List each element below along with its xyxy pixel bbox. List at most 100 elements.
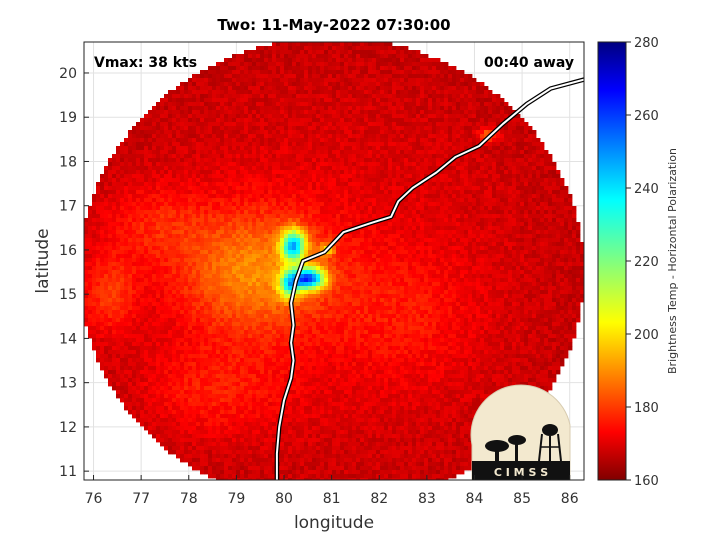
brightness-temp-cell <box>356 62 361 67</box>
brightness-temp-cell <box>296 94 301 99</box>
brightness-temp-cell <box>272 186 277 191</box>
brightness-temp-cell <box>312 206 317 211</box>
brightness-temp-cell <box>348 206 353 211</box>
brightness-temp-cell <box>200 110 205 115</box>
brightness-temp-cell <box>332 170 337 175</box>
brightness-temp-cell <box>368 158 373 163</box>
brightness-temp-cell <box>464 82 469 87</box>
brightness-temp-cell <box>376 74 381 79</box>
brightness-temp-cell <box>184 226 189 231</box>
brightness-temp-cell <box>244 178 249 183</box>
brightness-temp-cell <box>152 182 157 187</box>
brightness-temp-cell <box>440 154 445 159</box>
brightness-temp-cell <box>268 138 273 143</box>
brightness-temp-cell <box>224 170 229 175</box>
brightness-temp-cell <box>484 214 489 219</box>
brightness-temp-cell <box>188 226 193 231</box>
brightness-temp-cell <box>440 126 445 131</box>
brightness-temp-cell <box>336 138 341 143</box>
brightness-temp-cell <box>280 238 285 243</box>
brightness-temp-cell <box>460 98 465 103</box>
brightness-temp-cell <box>380 50 385 55</box>
brightness-temp-cell <box>272 146 277 151</box>
brightness-temp-cell <box>252 170 257 175</box>
brightness-temp-cell <box>204 218 209 223</box>
brightness-temp-cell <box>376 106 381 111</box>
brightness-temp-cell <box>256 202 261 207</box>
brightness-temp-cell <box>364 130 369 135</box>
brightness-temp-cell <box>192 202 197 207</box>
brightness-temp-cell <box>188 198 193 203</box>
brightness-temp-cell <box>512 222 517 227</box>
brightness-temp-cell <box>540 166 545 171</box>
brightness-temp-cell <box>560 202 565 207</box>
brightness-temp-cell <box>480 222 485 227</box>
brightness-temp-cell <box>184 98 189 103</box>
brightness-temp-cell <box>296 58 301 63</box>
brightness-temp-cell <box>268 206 273 211</box>
brightness-temp-cell <box>328 42 333 47</box>
brightness-temp-cell <box>124 242 129 247</box>
brightness-temp-cell <box>184 178 189 183</box>
brightness-temp-cell <box>388 42 393 47</box>
brightness-temp-cell <box>436 226 441 231</box>
brightness-temp-cell <box>140 182 145 187</box>
brightness-temp-cell <box>348 118 353 123</box>
brightness-temp-cell <box>428 234 433 239</box>
brightness-temp-cell <box>228 118 233 123</box>
brightness-temp-cell <box>484 102 489 107</box>
brightness-temp-cell <box>172 146 177 151</box>
brightness-temp-cell <box>460 78 465 83</box>
brightness-temp-cell <box>312 50 317 55</box>
brightness-temp-cell <box>416 122 421 127</box>
brightness-temp-cell <box>288 210 293 215</box>
brightness-temp-cell <box>120 158 125 163</box>
brightness-temp-cell <box>228 154 233 159</box>
brightness-temp-cell <box>436 202 441 207</box>
brightness-temp-cell <box>416 210 421 215</box>
brightness-temp-cell <box>244 130 249 135</box>
brightness-temp-cell <box>408 54 413 59</box>
brightness-temp-cell <box>180 94 185 99</box>
brightness-temp-cell <box>244 234 249 239</box>
brightness-temp-cell <box>292 178 297 183</box>
brightness-temp-cell <box>240 66 245 71</box>
brightness-temp-cell <box>324 198 329 203</box>
brightness-temp-cell <box>140 178 145 183</box>
brightness-temp-cell <box>312 158 317 163</box>
brightness-temp-cell <box>364 114 369 119</box>
brightness-temp-cell <box>464 86 469 91</box>
brightness-temp-cell <box>372 46 377 51</box>
brightness-temp-cell <box>364 54 369 59</box>
brightness-temp-cell <box>448 74 453 79</box>
brightness-temp-cell <box>536 238 541 243</box>
brightness-temp-cell <box>336 102 341 107</box>
brightness-temp-cell <box>124 178 129 183</box>
brightness-temp-cell <box>448 226 453 231</box>
brightness-temp-cell <box>396 182 401 187</box>
brightness-temp-cell <box>336 50 341 55</box>
brightness-temp-cell <box>500 242 505 247</box>
brightness-temp-cell <box>144 242 149 247</box>
brightness-temp-cell <box>144 166 149 171</box>
brightness-temp-cell <box>104 242 109 247</box>
brightness-temp-cell <box>204 238 209 243</box>
brightness-temp-cell <box>476 230 481 235</box>
brightness-temp-cell <box>248 58 253 63</box>
brightness-temp-cell <box>464 74 469 79</box>
brightness-temp-cell <box>348 146 353 151</box>
brightness-temp-cell <box>272 158 277 163</box>
brightness-temp-cell <box>356 238 361 243</box>
brightness-temp-cell <box>304 54 309 59</box>
brightness-temp-cell <box>536 186 541 191</box>
brightness-temp-cell <box>280 106 285 111</box>
brightness-temp-cell <box>528 174 533 179</box>
brightness-temp-cell <box>128 150 133 155</box>
brightness-temp-cell <box>392 218 397 223</box>
brightness-temp-cell <box>216 226 221 231</box>
brightness-temp-cell <box>488 226 493 231</box>
brightness-temp-cell <box>544 234 549 239</box>
brightness-temp-cell <box>364 94 369 99</box>
brightness-temp-cell <box>420 134 425 139</box>
brightness-temp-cell <box>200 114 205 119</box>
